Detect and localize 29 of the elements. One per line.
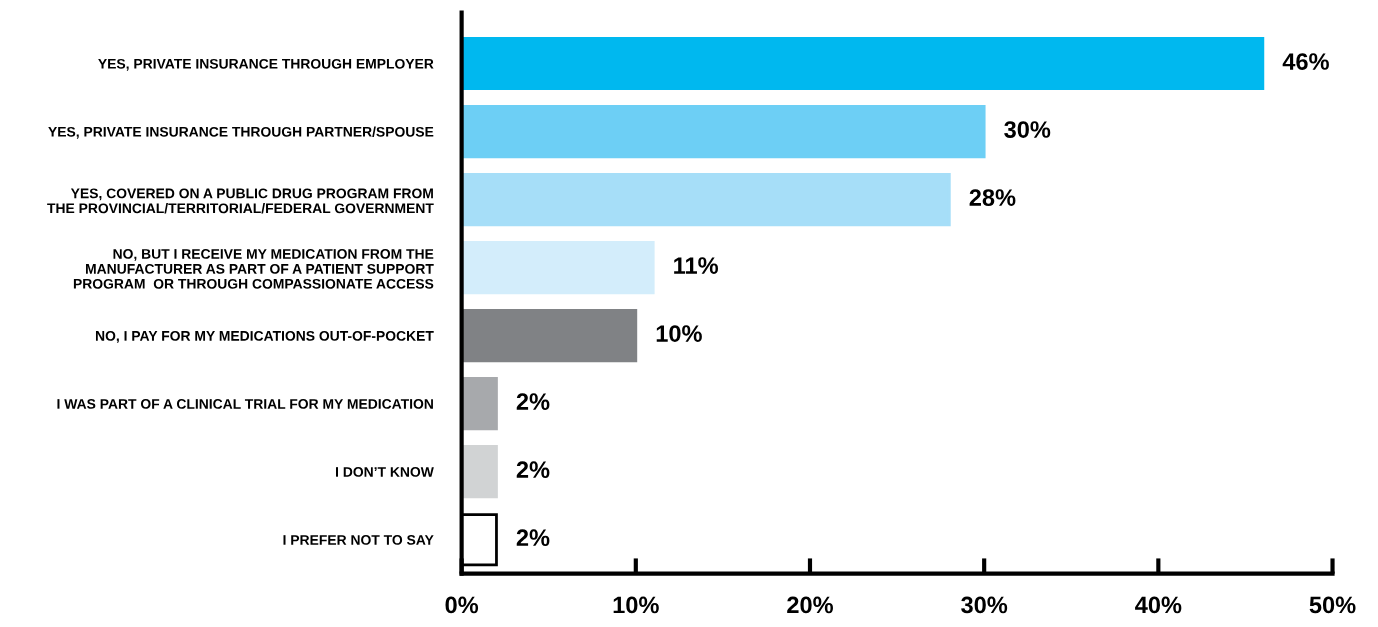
x-tick-label: 50% xyxy=(1309,596,1356,614)
y-tick-label: I PREFER NOT TO SAY xyxy=(283,535,434,545)
x-tick-label: 20% xyxy=(787,596,833,614)
data-label: 2% xyxy=(516,529,550,546)
data-label: 46% xyxy=(1282,53,1329,70)
data-label: 30% xyxy=(1004,121,1051,138)
x-tick-label: 30% xyxy=(961,596,1008,614)
y-tick-label: NO, I PAY FOR MY MEDICATIONS OUT-OF-POCKET xyxy=(95,330,434,343)
y-tick-label: I WAS PART OF A CLINICAL TRIAL FOR MY MEDICATION xyxy=(57,398,433,409)
y-tick-label: I DON’T KNOW xyxy=(336,467,434,477)
data-label: 2% xyxy=(516,461,550,478)
data-label: 10% xyxy=(656,325,702,342)
x-tick-label: 0% xyxy=(445,596,479,614)
data-label: 28% xyxy=(969,189,1016,206)
bar xyxy=(461,445,498,499)
bar xyxy=(461,309,638,363)
bar xyxy=(461,173,951,227)
y-tick-label: YES, COVERED ON A PUBLIC DRUG PROGRAM FROM THE PROVINCIAL/TERRITORIAL/FEDERAL GOVERNMENT xyxy=(47,188,434,214)
y-tick-label: YES, PRIVATE INSURANCE THROUGH EMPLOYER xyxy=(98,58,434,71)
bar xyxy=(461,37,1265,91)
y-tick-label: YES, PRIVATE INSURANCE THROUGH PARTNER/SPOUSE xyxy=(48,126,434,139)
bar xyxy=(461,377,498,431)
y-tick-label: NO, BUT I RECEIVE MY MEDICATION FROM THE MANUFACTURER AS PART OF A PATIENT SUPPORT PROGRAM OR THROUGH COMPASSIONATE ACCESS xyxy=(73,249,434,289)
data-label: 11% xyxy=(674,257,719,274)
data-label: 2% xyxy=(516,393,550,410)
x-tick-label: 40% xyxy=(1135,596,1182,614)
bar xyxy=(461,105,986,159)
x-tick-label: 10% xyxy=(613,596,659,614)
bar xyxy=(461,241,655,295)
